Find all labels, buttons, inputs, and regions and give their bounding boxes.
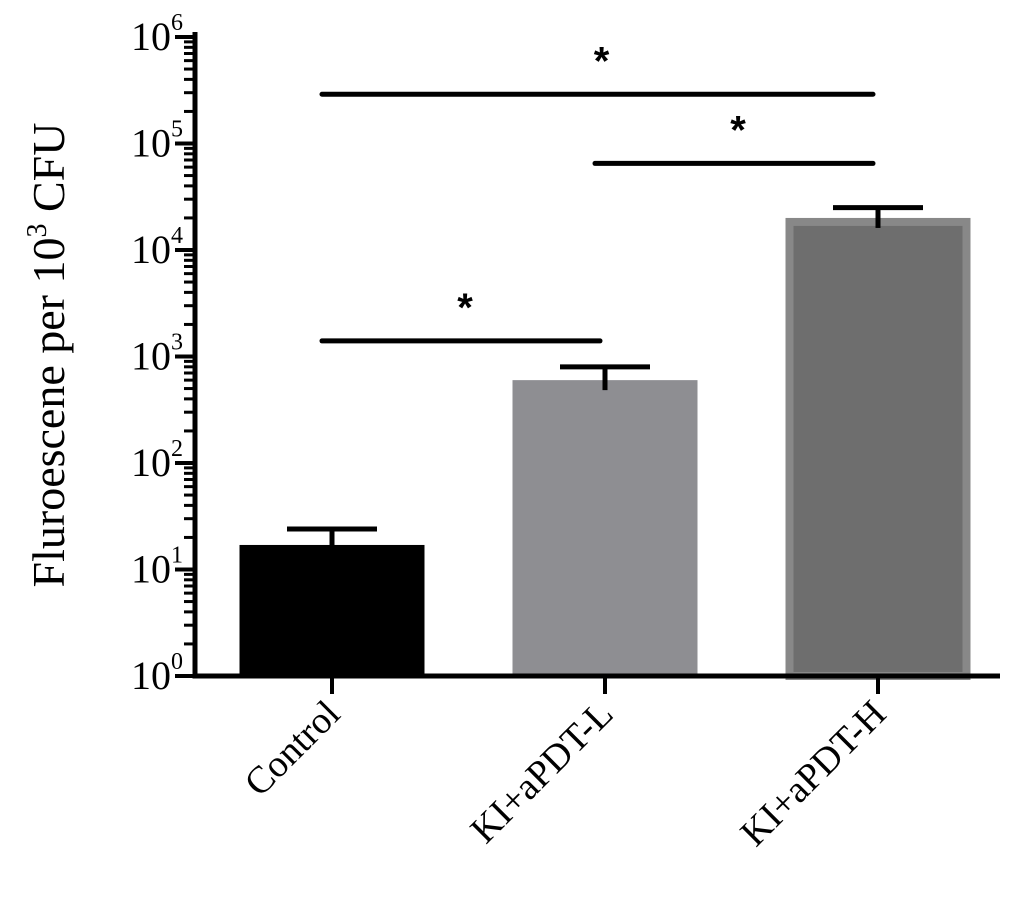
y-tick-exponent: 4 [171, 223, 183, 249]
bar-control [239, 544, 425, 676]
y-axis-title-main: Fluroescene per 10 [23, 237, 74, 587]
y-tick-exponent: 0 [171, 649, 183, 675]
significance-star: * [457, 286, 473, 330]
significance-brackets: * * * [319, 39, 876, 344]
y-tick-label: 105 [131, 117, 183, 166]
axes [192, 32, 1000, 679]
bar-ki-apdt-h [785, 217, 971, 680]
bars [239, 217, 971, 680]
x-axis-categories: Control KI+aPDT-L KI+aPDT-H [237, 676, 895, 855]
y-tick-base: 10 [131, 334, 171, 379]
significance-star: * [730, 108, 746, 152]
y-tick-base: 10 [131, 121, 171, 166]
y-tick-label: 103 [131, 330, 183, 379]
error-bars [287, 205, 923, 555]
category-label: KI+aPDT-L [463, 693, 622, 852]
y-axis-title-unit: CFU [23, 123, 74, 224]
y-tick-exponent: 6 [171, 10, 183, 36]
y-tick-label: 104 [131, 223, 183, 272]
category-label: KI+aPDT-H [733, 693, 895, 855]
y-tick-exponent: 5 [171, 117, 183, 143]
y-axis-title: Fluroescene per 103 CFU [22, 123, 74, 588]
y-tick-label: 101 [131, 543, 183, 592]
y-tick-label: 100 [131, 649, 183, 698]
y-axis-title-exponent: 3 [22, 223, 53, 237]
category-label: Control [237, 693, 349, 805]
y-tick-base: 10 [131, 227, 171, 272]
y-tick-label: 106 [131, 10, 183, 59]
significance-star: * [594, 39, 610, 83]
y-tick-base: 10 [131, 440, 171, 485]
y-tick-exponent: 1 [171, 543, 183, 569]
y-tick-label: 102 [131, 436, 183, 485]
y-tick-base: 10 [131, 547, 171, 592]
y-tick-exponent: 3 [171, 330, 183, 356]
y-tick-exponent: 2 [171, 436, 183, 462]
y-tick-base: 10 [131, 653, 171, 698]
bar-ki-apdt-l [512, 380, 698, 676]
y-tick-base: 10 [131, 14, 171, 59]
